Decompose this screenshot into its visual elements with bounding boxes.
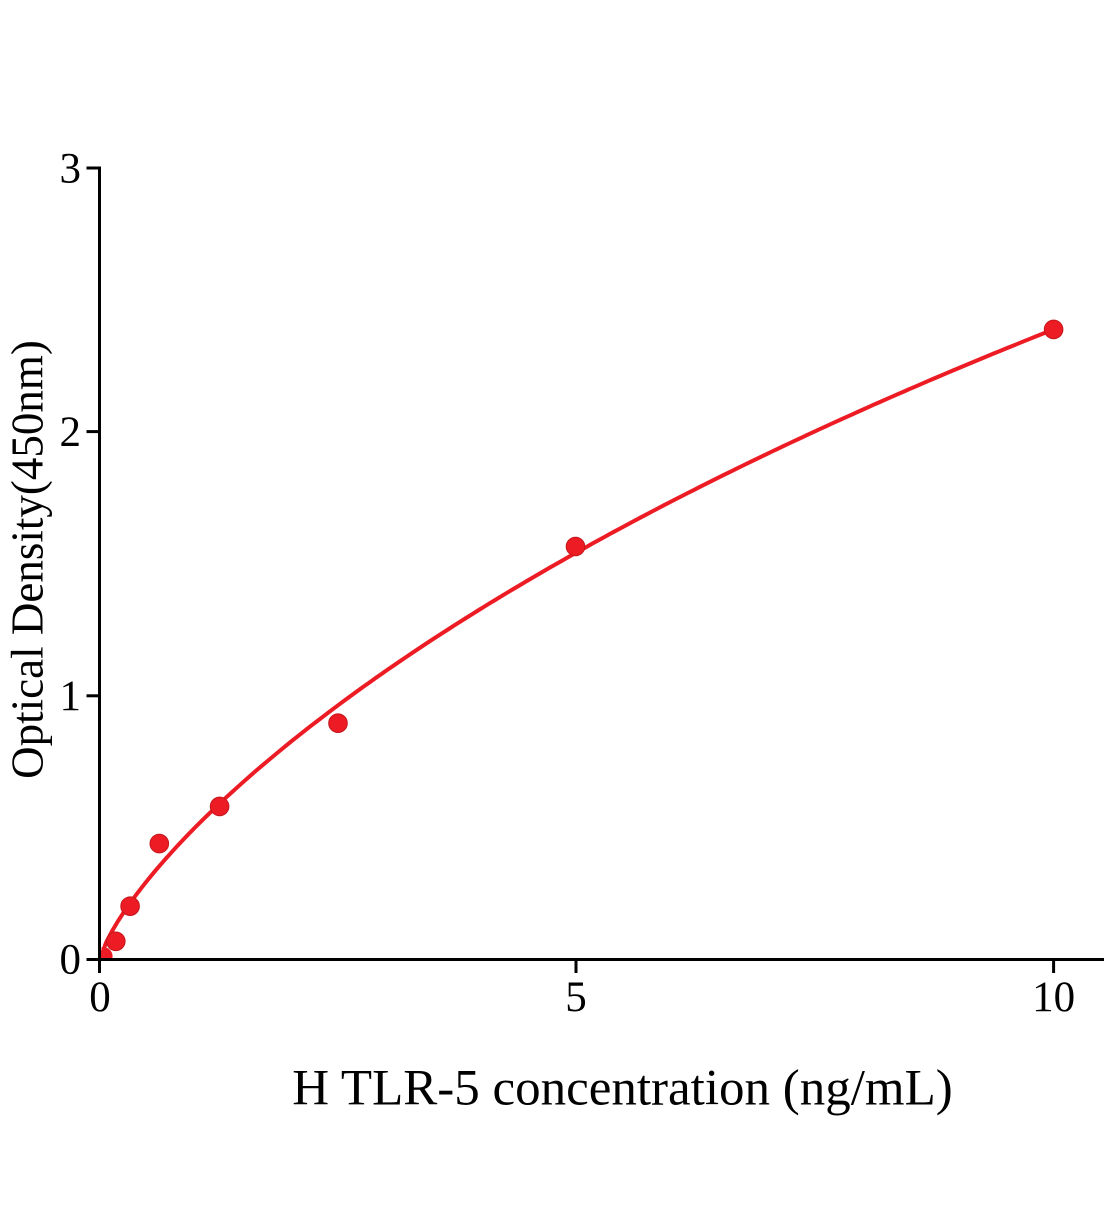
svg-text:H TLR-5 concentration (ng/mL): H TLR-5 concentration (ng/mL) <box>292 1061 952 1117</box>
svg-text:5: 5 <box>565 974 587 1021</box>
svg-text:2: 2 <box>60 409 82 456</box>
svg-text:0: 0 <box>89 974 111 1021</box>
svg-text:Optical Density(450nm): Optical Density(450nm) <box>3 340 53 779</box>
svg-text:0: 0 <box>60 937 82 984</box>
svg-text:10: 10 <box>1032 974 1075 1021</box>
svg-text:1: 1 <box>60 673 82 720</box>
svg-text:3: 3 <box>60 145 82 192</box>
